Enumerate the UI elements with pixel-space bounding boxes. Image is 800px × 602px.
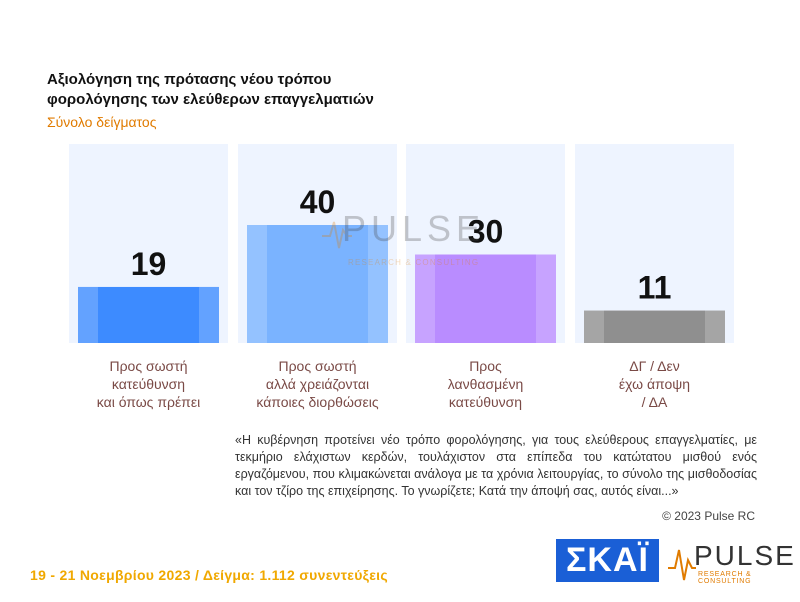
bar [584,310,725,343]
copyright: © 2023 Pulse RC [662,509,755,523]
bar-edge-shade [584,310,604,343]
pulse-logo: PULSE RESEARCH & CONSULTING [668,540,796,585]
bar-edge-shade [368,225,388,343]
skai-logo: ΣΚΑΪ [556,539,659,582]
bar [415,254,556,343]
pulse-logo-text: PULSE [694,540,796,571]
chart-title: Αξιολόγηση της πρότασης νέου τρόπου φορο… [47,71,374,108]
category-label: ΔΓ / Δεν έχω άποψη / ΔΑ [618,358,691,410]
bar-edge-shade [536,254,556,343]
title-block: Αξιολόγηση της πρότασης νέου τρόπου φορο… [47,70,374,130]
bar-edge-shade [247,225,267,343]
pulse-wave-icon [668,549,696,581]
bar [78,286,219,343]
bar [247,225,388,343]
category-label: Προς λανθασμένη κατεύθυνση [447,358,524,410]
survey-info: 19 - 21 Νοεμβρίου 2023 / Δείγμα: 1.112 σ… [30,567,388,583]
pulse-wave-icon [322,221,352,249]
bar-value-label: 19 [131,246,167,282]
pulse-watermark: PULSE RESEARCH & CONSULTING [322,208,502,268]
pulse-logo-subtext: RESEARCH & CONSULTING [698,571,752,585]
watermark-text: PULSE [342,208,486,249]
chart-subtitle: Σύνολο δείγματος [47,114,157,130]
bar-panel-background [575,144,734,343]
question-text: «Η κυβέρνηση προτείνει νέο τρόπο φορολόγ… [235,433,757,498]
bar-value-label: 40 [300,184,336,220]
bar-value-label: 30 [468,214,504,250]
bar-edge-shade [705,310,725,343]
watermark-subtext: RESEARCH & CONSULTING [348,258,480,267]
category-label: Προς σωστή αλλά χρειάζονται κάποιες διορ… [256,358,379,410]
bar-edge-shade [415,254,435,343]
bar-edge-shade [78,286,98,343]
bar-value-label: 11 [638,270,672,306]
category-label: Προς σωστή κατεύθυνση και όπως πρέπει [96,358,201,410]
bar-edge-shade [199,286,219,343]
